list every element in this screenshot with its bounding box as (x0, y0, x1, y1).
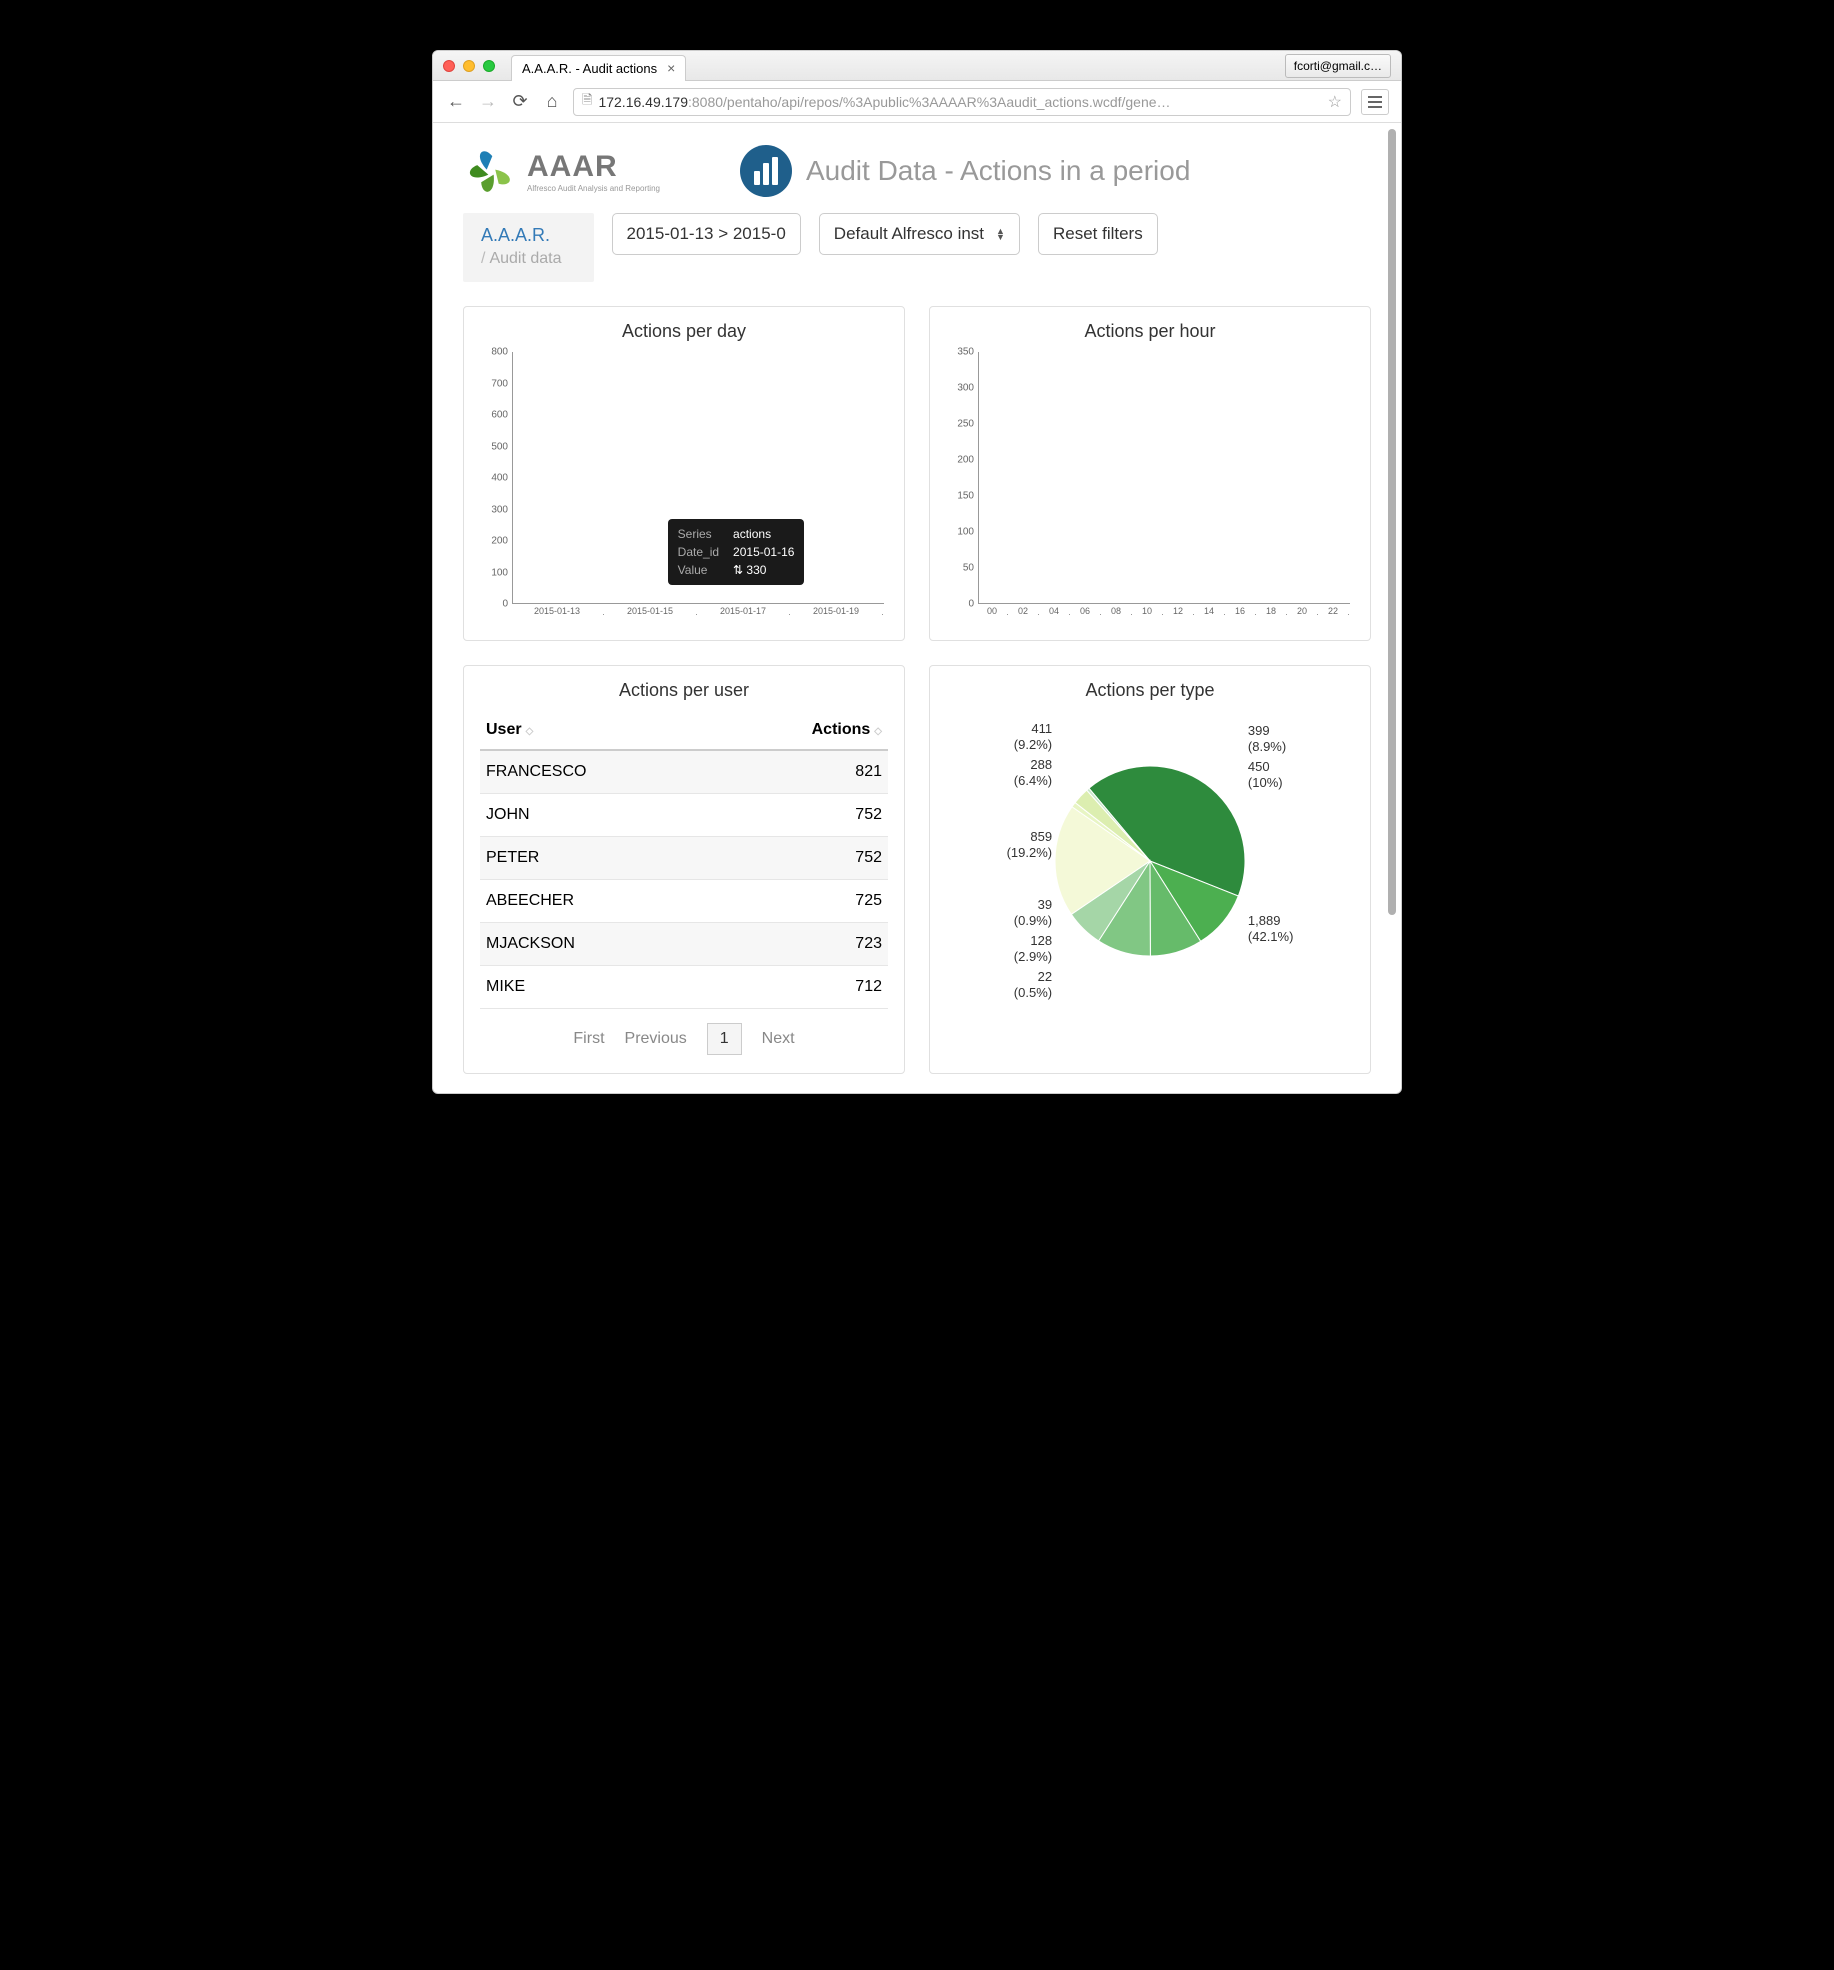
page-title: Audit Data - Actions in a period (806, 155, 1190, 187)
panel-title-hour: Actions per hour (946, 321, 1354, 342)
tab-close-icon[interactable]: × (667, 60, 675, 76)
table-row[interactable]: ABEECHER725 (480, 880, 888, 923)
titlebar: A.A.A.R. - Audit actions × fcorti@gmail.… (433, 51, 1401, 81)
url-host: 172.16.49.179 (598, 94, 688, 110)
browser-toolbar: ← → ⟳ ⌂ 🗎 172.16.49.179:8080/pentaho/api… (433, 81, 1401, 123)
pager-first[interactable]: First (573, 1030, 604, 1048)
chart-actions-per-hour[interactable]: 0501001502002503003501271221066286826477… (946, 352, 1354, 622)
reset-filters-button[interactable]: Reset filters (1038, 213, 1158, 255)
url-path: /pentaho/api/repos/%3Apublic%3AAAAR%3Aau… (723, 94, 1171, 110)
date-range-input[interactable]: 2015-01-13 > 2015-0 (612, 213, 801, 255)
table-pager: First Previous 1 Next (480, 1023, 888, 1055)
panel-actions-per-user: Actions per user User◇Actions◇FRANCESCO8… (463, 665, 905, 1074)
page-icon: 🗎 (582, 91, 592, 113)
panel-title-user: Actions per user (480, 680, 888, 701)
forward-button[interactable]: → (477, 91, 499, 112)
barchart-icon (740, 145, 792, 197)
breadcrumb: A.A.A.R. /Audit data (463, 213, 594, 282)
panel-actions-per-type: Actions per type 399(8.9%)450(10%)1,889(… (929, 665, 1371, 1074)
window-minimize-icon[interactable] (463, 60, 475, 72)
window-close-icon[interactable] (443, 60, 455, 72)
scrollbar[interactable] (1388, 129, 1398, 1087)
traffic-lights (443, 60, 495, 72)
tab-title: A.A.A.R. - Audit actions (522, 61, 657, 76)
browser-window: A.A.A.R. - Audit actions × fcorti@gmail.… (432, 50, 1402, 1094)
menu-button[interactable] (1361, 89, 1389, 115)
table-row[interactable]: JOHN752 (480, 794, 888, 837)
pager-next[interactable]: Next (762, 1030, 795, 1048)
address-bar[interactable]: 🗎 172.16.49.179:8080/pentaho/api/repos/%… (573, 88, 1351, 116)
page-header: AAAR Alfresco Audit Analysis and Reporti… (463, 143, 1371, 199)
instance-value: Default Alfresco inst (834, 224, 984, 244)
select-caret-icon: ▲▼ (996, 228, 1005, 240)
pager-previous[interactable]: Previous (625, 1030, 687, 1048)
panel-title-day: Actions per day (480, 321, 888, 342)
table-header[interactable]: Actions◇ (715, 711, 888, 750)
logo-subtitle: Alfresco Audit Analysis and Reporting (527, 184, 660, 193)
pager-current[interactable]: 1 (707, 1023, 742, 1055)
reload-button[interactable]: ⟳ (509, 91, 531, 112)
instance-select[interactable]: Default Alfresco inst ▲▼ (819, 213, 1020, 255)
logo-text: AAAR (527, 150, 660, 184)
table-row[interactable]: PETER752 (480, 837, 888, 880)
url-port: :8080 (688, 94, 723, 110)
breadcrumb-root[interactable]: A.A.A.R. (481, 225, 562, 246)
breadcrumb-current-label: Audit data (489, 250, 561, 267)
table-row[interactable]: MIKE712 (480, 966, 888, 1009)
panel-actions-per-hour: Actions per hour 05010015020025030035012… (929, 306, 1371, 641)
browser-tab[interactable]: A.A.A.R. - Audit actions × (511, 55, 686, 81)
bookmark-star-icon[interactable]: ☆ (1328, 92, 1342, 112)
page-title-wrap: Audit Data - Actions in a period (740, 145, 1190, 197)
table-actions-per-user: User◇Actions◇FRANCESCO821JOHN752PETER752… (480, 711, 888, 1009)
app-logo: AAAR Alfresco Audit Analysis and Reporti… (463, 143, 660, 199)
breadcrumb-current: /Audit data (481, 250, 562, 268)
profile-button[interactable]: fcorti@gmail.c… (1285, 54, 1391, 78)
table-row[interactable]: MJACKSON723 (480, 923, 888, 966)
controls-row: A.A.A.R. /Audit data 2015-01-13 > 2015-0… (463, 213, 1371, 282)
chart-actions-per-day[interactable]: 0100200300400500600700800617635616330317… (480, 352, 888, 622)
page-content: AAAR Alfresco Audit Analysis and Reporti… (433, 123, 1401, 1093)
chart-actions-per-type[interactable]: 399(8.9%)450(10%)1,889(42.1%)411(9.2%)28… (946, 711, 1354, 1011)
date-range-value: 2015-01-13 > 2015-0 (627, 224, 786, 244)
panel-title-type: Actions per type (946, 680, 1354, 701)
logo-flower-icon (463, 143, 519, 199)
scrollbar-thumb[interactable] (1388, 129, 1396, 915)
page-viewport: AAAR Alfresco Audit Analysis and Reporti… (433, 123, 1401, 1093)
table-header[interactable]: User◇ (480, 711, 715, 750)
back-button[interactable]: ← (445, 91, 467, 112)
window-zoom-icon[interactable] (483, 60, 495, 72)
panel-actions-per-day: Actions per day 010020030040050060070080… (463, 306, 905, 641)
home-button[interactable]: ⌂ (541, 91, 563, 112)
panels-grid: Actions per day 010020030040050060070080… (463, 306, 1371, 1074)
profile-label: fcorti@gmail.c… (1294, 59, 1382, 73)
table-row[interactable]: FRANCESCO821 (480, 750, 888, 794)
reset-filters-label: Reset filters (1053, 224, 1143, 244)
